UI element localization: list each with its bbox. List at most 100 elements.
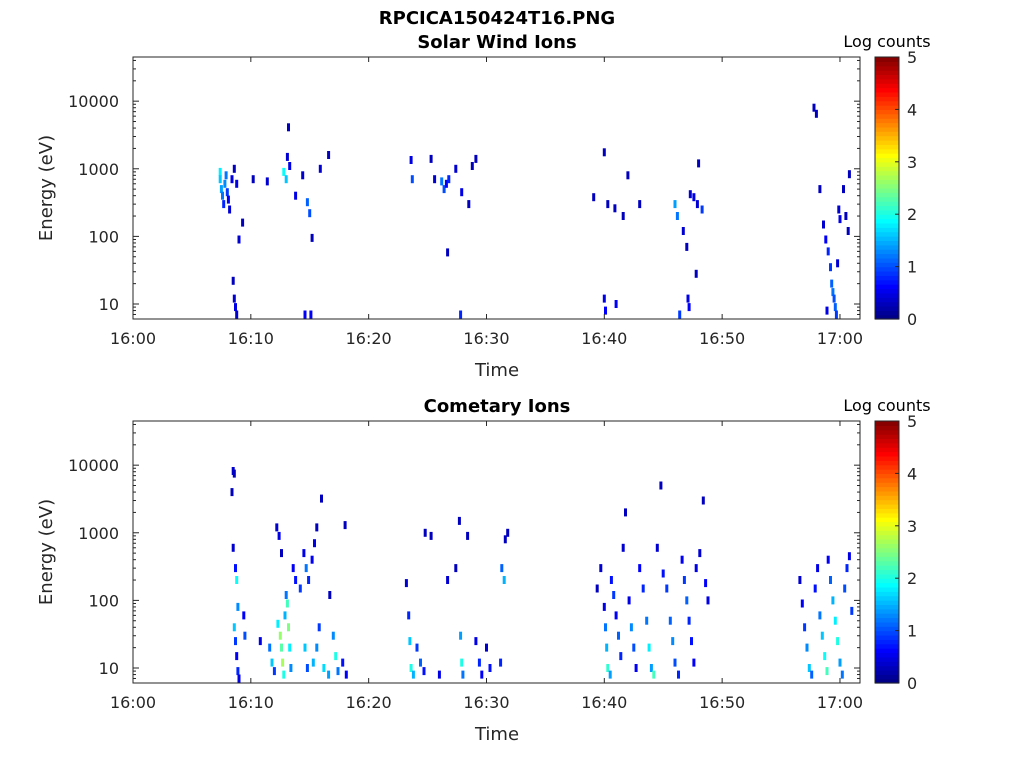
- colorbar-segment: [875, 284, 899, 290]
- colorbar-segment: [875, 61, 899, 67]
- heatmap-cell: [310, 555, 314, 564]
- colorbar-segment: [875, 482, 899, 488]
- heatmap-cell: [592, 193, 596, 202]
- colorbar-segment: [875, 57, 899, 62]
- x-tick-label: 16:30: [463, 329, 509, 348]
- heatmap-cell: [619, 652, 623, 661]
- heatmap-cell: [825, 306, 829, 315]
- heatmap-cell: [632, 643, 636, 652]
- heatmap-cell: [661, 569, 665, 578]
- x-tick-label: 16:50: [699, 329, 745, 348]
- heatmap-cell: [322, 664, 326, 672]
- heatmap-cell: [824, 235, 828, 244]
- heatmap-cell: [840, 670, 844, 679]
- heatmap-cell: [499, 658, 503, 667]
- heatmap-cell: [408, 637, 412, 646]
- colorbar-segment: [875, 192, 899, 198]
- x-tick-label: 16:00: [110, 693, 156, 712]
- heatmap-cell: [688, 190, 692, 199]
- heatmap-cell: [285, 152, 289, 161]
- colorbar-segment: [875, 314, 899, 320]
- heatmap-cell: [606, 664, 610, 672]
- heatmap-cell: [410, 175, 414, 184]
- heatmap-cell: [460, 188, 464, 197]
- panel1-ylabel: Energy (eV): [36, 135, 57, 241]
- panel2-axes-box: [132, 420, 861, 684]
- colorbar-segment: [875, 552, 899, 557]
- heatmap-cell: [278, 631, 282, 640]
- heatmap-cell: [334, 652, 338, 661]
- heatmap-cell: [647, 643, 651, 652]
- heatmap-cell: [627, 596, 631, 605]
- colorbar-segment: [875, 157, 899, 163]
- heatmap-cell: [315, 643, 319, 652]
- heatmap-cell: [251, 175, 255, 184]
- heatmap-cell: [310, 233, 314, 242]
- heatmap-cell: [294, 191, 298, 200]
- heatmap-cell: [838, 215, 842, 224]
- heatmap-cell: [298, 584, 302, 593]
- panel2-xlabel: Time: [474, 724, 519, 745]
- heatmap-cell: [343, 521, 347, 530]
- heatmap-cell: [685, 596, 689, 605]
- colorbar-segment: [875, 486, 899, 492]
- colorbar-segment: [875, 214, 899, 220]
- panel-solar-wind: Solar Wind Ions 16:00 16:10 16:20 16:30 16:4…: [36, 32, 931, 381]
- colorbar-tick-label: 3: [907, 517, 917, 536]
- heatmap-cell: [604, 623, 607, 632]
- heatmap-cell: [503, 535, 507, 544]
- heatmap-cell: [617, 631, 620, 640]
- heatmap-cell: [437, 670, 441, 679]
- heatmap-cell: [276, 619, 280, 628]
- colorbar-segment: [875, 131, 899, 137]
- colorbar-segment: [875, 91, 899, 97]
- colorbar-tick-label: 4: [907, 100, 917, 119]
- colorbar-segment: [875, 495, 899, 501]
- heatmap-cell: [847, 552, 851, 561]
- colorbar-segment: [875, 652, 899, 658]
- panel1-cells: [218, 103, 851, 319]
- heatmap-cell: [291, 564, 295, 573]
- colorbar-frame: [874, 420, 900, 684]
- heatmap-cell: [833, 303, 837, 312]
- heatmap-cell: [675, 212, 679, 220]
- heatmap-cell: [602, 602, 606, 611]
- heatmap-cell: [327, 151, 331, 159]
- colorbar-segment: [875, 634, 899, 640]
- heatmap-cell: [287, 623, 290, 632]
- heatmap-cell: [454, 164, 458, 173]
- x-tick-label: 16:50: [699, 693, 745, 712]
- heatmap-cell: [474, 637, 478, 646]
- heatmap-cell: [231, 543, 235, 552]
- colorbar-segment: [875, 547, 899, 553]
- heatmap-cell: [454, 564, 458, 573]
- colorbar-segment: [875, 626, 899, 632]
- panel2-colorbar-label: Log counts: [843, 396, 930, 415]
- heatmap-cell: [687, 616, 691, 625]
- heatmap-cell: [634, 664, 638, 672]
- colorbar-segment: [875, 257, 899, 263]
- colorbar-tick-label: 5: [907, 48, 917, 67]
- heatmap-cell: [685, 242, 689, 251]
- colorbar-segment: [875, 113, 899, 119]
- heatmap-cell: [225, 188, 229, 197]
- heatmap-cell: [466, 531, 470, 540]
- colorbar-segment: [875, 534, 899, 540]
- colorbar-segment: [875, 473, 899, 479]
- x-tick-label: 16:10: [228, 329, 274, 348]
- heatmap-cell: [235, 576, 239, 584]
- colorbar-segment: [875, 643, 899, 649]
- heatmap-cell: [701, 496, 705, 505]
- heatmap-cell: [232, 294, 236, 303]
- colorbar-segment: [875, 538, 899, 544]
- colorbar-segment: [875, 270, 899, 276]
- colorbar-segment: [875, 201, 899, 207]
- colorbar-segment: [875, 105, 899, 110]
- heatmap-cell: [842, 185, 845, 194]
- colorbar-segment: [875, 196, 899, 202]
- colorbar-frame: [874, 56, 900, 320]
- colorbar-segment: [875, 253, 899, 259]
- heatmap-cell: [440, 177, 444, 186]
- heatmap-cell: [825, 667, 829, 676]
- heatmap-cell: [228, 205, 232, 214]
